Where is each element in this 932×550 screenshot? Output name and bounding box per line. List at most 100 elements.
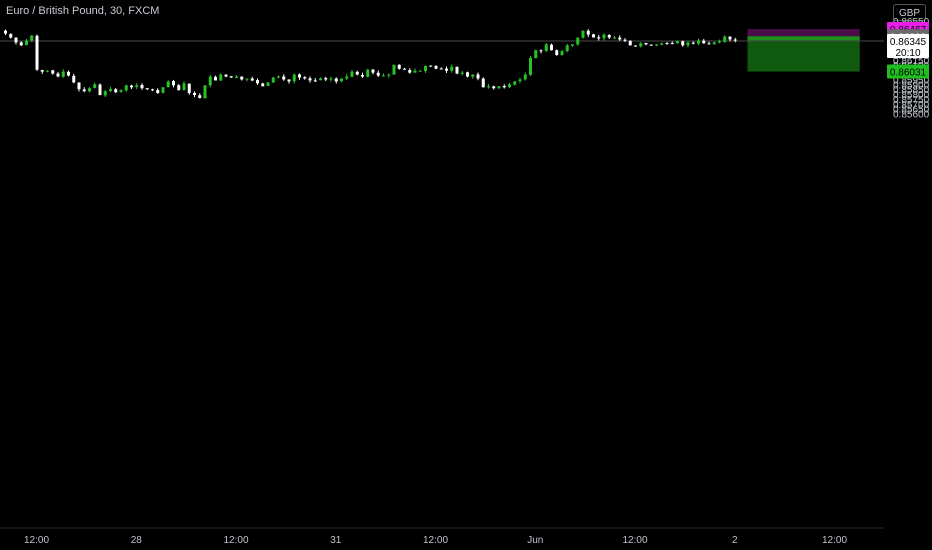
candle [119,90,123,92]
candle [40,69,44,72]
candle [355,71,359,75]
candle [429,65,433,67]
candle [623,39,627,41]
y-tick-label: 0.85900 [893,80,930,91]
candle [282,76,286,80]
candle [487,86,490,88]
candle [67,71,70,76]
y-tick-label: 0.85850 [893,85,930,96]
candle [471,74,475,77]
candle [292,74,296,82]
candle [172,81,175,86]
candle [523,74,527,80]
candle [613,37,616,39]
candle [676,41,679,44]
candle [550,44,553,51]
candle [4,30,7,34]
candle [9,33,13,38]
candle [571,44,574,46]
candle [193,92,196,96]
target-price-badge-text: 0.86031 [890,68,927,79]
candle [30,35,34,41]
candle [424,65,427,72]
candle [308,78,312,81]
candle [513,81,517,85]
candle [72,75,76,83]
candle [728,36,732,40]
x-tick-label: 12:00 [423,535,448,546]
candle [445,68,448,71]
x-tick-label: 12:00 [223,535,248,546]
candle [707,43,711,45]
candle [340,78,343,82]
x-tick-label: 28 [131,535,143,546]
candle [660,43,664,45]
candle [14,37,18,43]
candle [25,40,28,46]
candle [140,85,144,89]
candle [208,76,212,86]
candle [718,41,721,43]
last-price-badge-text: 0.86345 [890,37,927,48]
candle [476,74,480,79]
candle [649,44,653,46]
candle [350,71,354,77]
candle [655,44,658,46]
candle [88,88,91,92]
candle [644,43,648,45]
candle [109,89,112,92]
candle [261,83,265,87]
candle [502,86,506,88]
x-tick-label: 31 [330,535,342,546]
candle [303,77,307,79]
candle [98,84,102,96]
y-tick-label: 0.85650 [893,105,930,116]
candle [130,85,133,88]
x-tick-label: 12:00 [24,535,49,546]
candle [723,36,727,42]
candle [345,76,349,79]
candle [733,39,737,41]
candle [240,76,244,80]
candle [177,85,181,91]
candle [665,43,669,45]
candle [103,91,107,96]
stop-loss-zone [747,29,860,37]
candle [670,43,674,45]
candle [256,80,259,84]
candle [492,86,496,89]
candle [581,30,585,38]
candle [634,45,637,47]
candle [219,74,223,81]
candle [397,64,401,69]
candle [229,76,233,78]
candle [518,79,522,82]
candle [376,72,380,76]
candle [602,34,606,39]
candle [387,74,391,76]
candle [555,50,559,56]
y-tick-label: 0.85750 [893,95,930,106]
candle [187,83,191,94]
candle [361,74,364,77]
candle [586,30,590,35]
candle [334,78,338,82]
candle [35,35,39,70]
candle [592,34,595,38]
candle [245,78,249,80]
candle [639,43,643,47]
candle [418,70,422,72]
candle [93,84,97,89]
candle [319,78,322,81]
candle [266,82,270,86]
candle [135,85,139,87]
candle [329,78,333,80]
candle [277,76,280,78]
candle [408,70,412,73]
candle [392,64,396,75]
candle [560,51,564,56]
y-tick-label: 0.85700 [893,100,930,111]
candle [597,37,601,39]
currency-button[interactable]: GBP [893,4,926,21]
